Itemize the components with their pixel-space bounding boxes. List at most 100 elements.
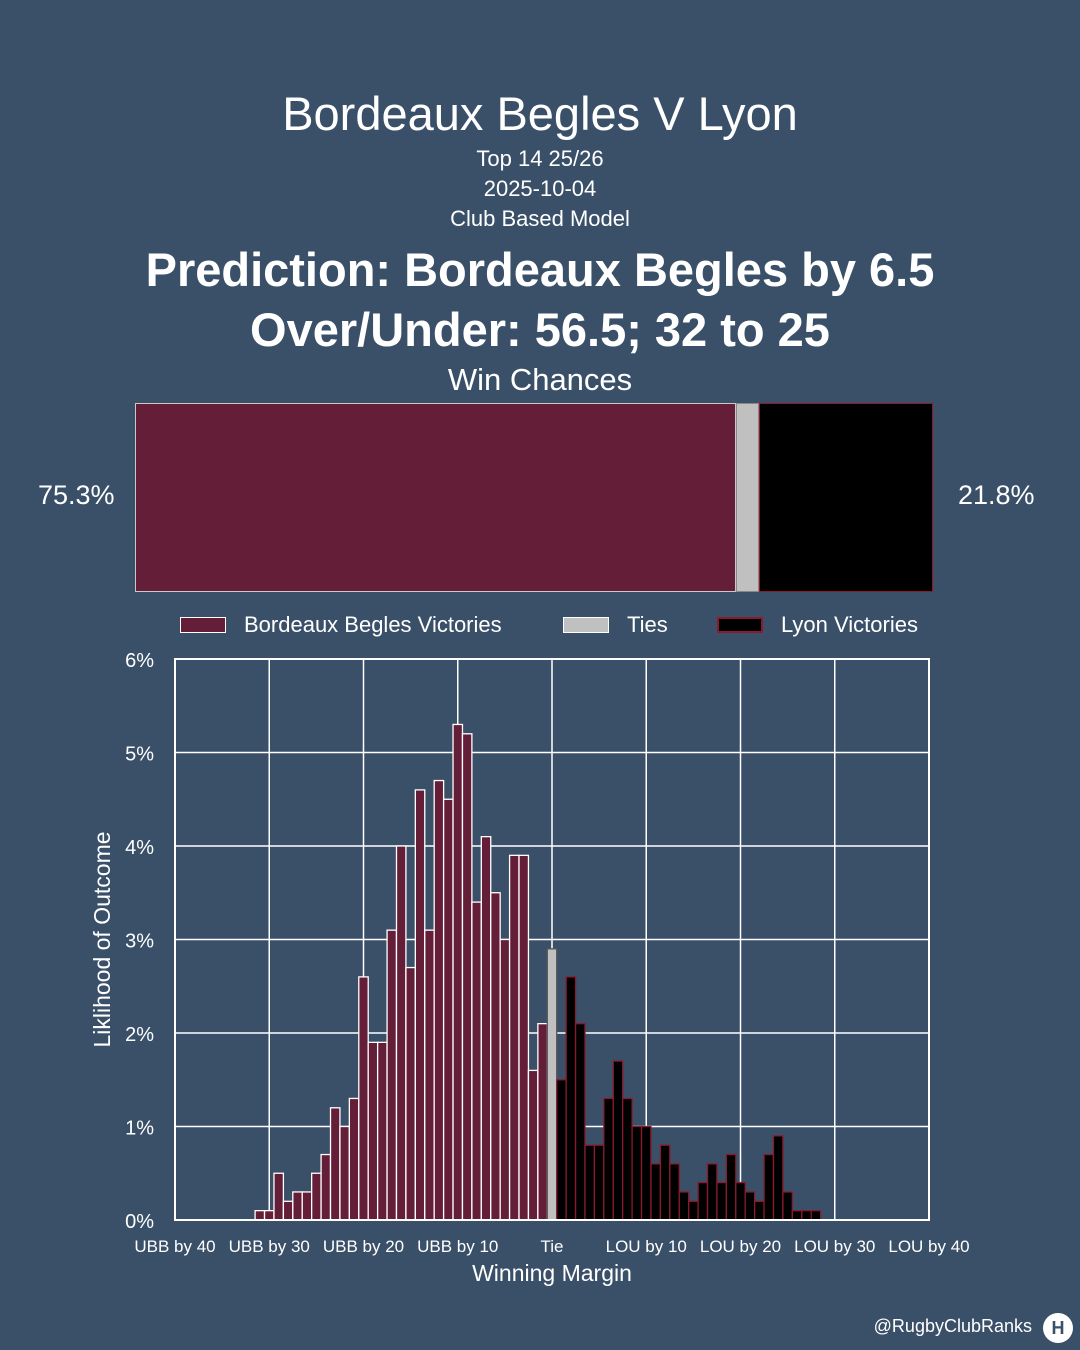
bar-away xyxy=(706,1163,718,1221)
bar-away xyxy=(603,1097,614,1221)
bar-away xyxy=(791,1210,803,1221)
bar-home xyxy=(490,892,501,1221)
page-title: Bordeaux Begles V Lyon xyxy=(282,87,798,140)
x-tick-label: LOU by 20 xyxy=(700,1237,781,1256)
bar-away xyxy=(640,1125,652,1221)
bar-home xyxy=(367,1041,379,1221)
match-date: 2025-10-04 xyxy=(483,176,597,201)
win-chances-bar xyxy=(135,403,933,592)
bar-home xyxy=(339,1125,351,1221)
bar-home xyxy=(414,789,426,1221)
x-tick-label: Tie xyxy=(541,1237,564,1256)
bar-home xyxy=(518,854,530,1221)
chart-legend: Bordeaux Begles Victories Ties Lyon Vict… xyxy=(0,612,1080,642)
bar-away xyxy=(659,1144,671,1221)
legend-swatch-home xyxy=(180,617,226,633)
bar-away xyxy=(622,1097,633,1221)
bar-home xyxy=(537,1023,548,1221)
x-tick-label: LOU by 10 xyxy=(606,1237,687,1256)
bar-away xyxy=(801,1210,812,1221)
bar-home xyxy=(452,723,464,1221)
legend-label-home: Bordeaux Begles Victories xyxy=(244,612,502,637)
bar-home xyxy=(292,1191,303,1221)
bar-away xyxy=(810,1210,822,1221)
y-tick-label: 0% xyxy=(125,1211,154,1233)
y-tick-label: 3% xyxy=(125,931,154,953)
away-win-segment xyxy=(759,403,933,592)
bar-home xyxy=(480,836,492,1221)
x-tick-label: LOU by 30 xyxy=(794,1237,875,1256)
bar-home xyxy=(273,1172,285,1221)
bar-home xyxy=(395,845,407,1221)
bar-away xyxy=(650,1163,662,1221)
bar-home xyxy=(442,798,454,1221)
bar-away xyxy=(593,1144,605,1221)
bar-home xyxy=(254,1210,266,1221)
bar-home xyxy=(329,1107,341,1221)
bar-away xyxy=(782,1191,793,1221)
legend-item-tie: Ties xyxy=(563,612,668,638)
y-tick-label: 2% xyxy=(125,1024,154,1046)
win-chances-label: Win Chances xyxy=(447,362,633,397)
bar-away xyxy=(688,1200,699,1221)
brand-logo-icon: H xyxy=(1043,1313,1073,1343)
bar-away xyxy=(678,1191,690,1221)
credit-handle: @RugbyClubRanks xyxy=(873,1316,1032,1336)
away-win-percent: 21.8% xyxy=(958,480,1035,510)
bar-home xyxy=(424,929,435,1221)
bar-home xyxy=(376,1041,388,1221)
over-under-text: Over/Under: 56.5; 32 to 25 xyxy=(250,303,830,356)
bar-away xyxy=(574,1023,586,1221)
x-tick-label: UBB by 30 xyxy=(229,1237,310,1256)
x-tick-label: UBB by 10 xyxy=(417,1237,498,1256)
bar-home xyxy=(263,1210,275,1221)
bar-away xyxy=(556,1079,567,1221)
legend-label-away: Lyon Victories xyxy=(781,612,918,637)
bar-away xyxy=(735,1181,746,1221)
bar-home xyxy=(461,733,473,1221)
bar-home xyxy=(508,854,520,1221)
bar-away xyxy=(716,1181,728,1221)
bar-home xyxy=(405,966,416,1221)
legend-swatch-tie xyxy=(563,617,609,633)
y-tick-label: 5% xyxy=(125,744,154,766)
bar-away xyxy=(669,1163,680,1221)
plot-frame xyxy=(174,658,930,1221)
bar-home xyxy=(386,929,398,1221)
legend-swatch-away xyxy=(717,617,763,633)
bar-away xyxy=(565,976,577,1221)
bar-home xyxy=(282,1200,294,1221)
y-tick-label: 4% xyxy=(125,837,154,859)
x-tick-label: UBB by 40 xyxy=(134,1237,215,1256)
legend-item-home: Bordeaux Begles Victories xyxy=(180,612,502,638)
x-tick-label: LOU by 40 xyxy=(888,1237,969,1256)
bar-away xyxy=(725,1153,737,1221)
bar-home xyxy=(301,1191,313,1221)
y-axis-label: Liklihood of Outcome xyxy=(89,831,115,1047)
y-tick-label: 6% xyxy=(125,650,154,672)
bar-away xyxy=(584,1144,596,1221)
legend-label-tie: Ties xyxy=(627,612,668,637)
x-axis-label: Winning Margin xyxy=(472,1260,632,1286)
tie-segment xyxy=(735,403,760,592)
bar-away xyxy=(697,1181,709,1221)
competition-label: Top 14 25/26 xyxy=(476,146,604,171)
bar-away xyxy=(763,1153,775,1221)
margin-histogram: 0% 1% 2% 3% 4% 5% 6% UBB by 40 UBB by 30 UBB by 2… xyxy=(89,650,970,1286)
prediction-text: Prediction: Bordeaux Begles by 6.5 xyxy=(145,243,935,296)
bar-away xyxy=(753,1200,765,1221)
bar-away xyxy=(744,1191,756,1221)
bar-home xyxy=(499,938,511,1221)
x-tick-label: UBB by 20 xyxy=(323,1237,404,1256)
bar-away xyxy=(772,1135,784,1221)
bar-home xyxy=(527,1069,539,1221)
bar-away xyxy=(612,1060,624,1221)
bar-tie xyxy=(546,948,558,1221)
legend-item-away: Lyon Victories xyxy=(717,612,918,638)
bar-home xyxy=(348,1097,360,1221)
bar-home xyxy=(358,976,369,1221)
bar-home xyxy=(311,1172,322,1221)
model-label: Club Based Model xyxy=(450,206,630,231)
bar-away xyxy=(631,1125,643,1221)
bar-home xyxy=(471,901,482,1221)
